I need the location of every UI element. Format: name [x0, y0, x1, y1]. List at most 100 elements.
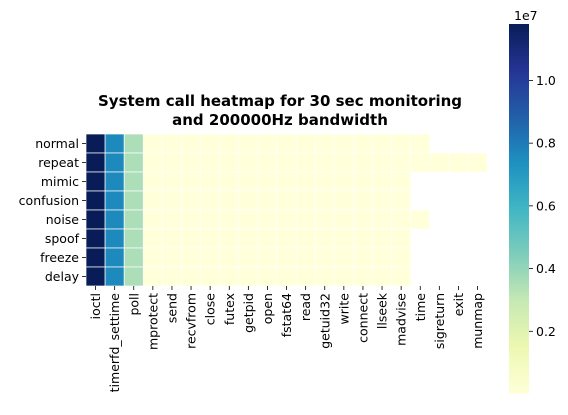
row-label-mimic: mimic — [41, 174, 79, 189]
heatmap-cell — [200, 190, 221, 211]
heatmap-cell — [219, 228, 240, 249]
heatmap-cell — [333, 247, 354, 268]
heatmap-cell — [104, 228, 125, 249]
heatmap-cell — [104, 247, 125, 268]
heatmap-cell — [353, 133, 373, 154]
heatmap-cell — [353, 171, 373, 192]
heatmap-cell — [295, 171, 316, 192]
heatmap-cell — [353, 152, 373, 173]
column-label-getuid32: getuid32 — [317, 293, 332, 349]
heatmap-cell — [85, 266, 106, 287]
heatmap-cell — [372, 228, 392, 249]
heatmap-cell — [467, 152, 488, 173]
column-label-connect: connect — [355, 293, 370, 343]
row-labels: normal repeat mimic confusion noise spoof free… — [19, 136, 86, 284]
heatmap-cell — [429, 152, 450, 173]
heatmap-cell — [142, 171, 163, 192]
heatmap-cell — [181, 209, 201, 230]
column-label-sigreturn: sigreturn — [432, 293, 447, 349]
heatmap-cell — [181, 152, 201, 173]
heatmap-cell — [276, 228, 297, 249]
heatmap-cell — [391, 171, 412, 192]
heatmap-cell — [238, 247, 259, 268]
heatmap-cell — [276, 190, 297, 211]
heatmap-cell — [372, 266, 392, 287]
row-label-noise: noise — [46, 212, 80, 227]
heatmap-cell — [353, 247, 373, 268]
heatmap-cell — [123, 209, 144, 230]
heatmap-cell — [104, 171, 125, 192]
heatmap-cell — [276, 247, 297, 268]
heatmap-cell — [257, 266, 278, 287]
heatmap-cell — [181, 266, 201, 287]
heatmap-cell — [238, 266, 259, 287]
heatmap-cell — [238, 171, 259, 192]
heatmap-cell — [333, 171, 354, 192]
heatmap-cell — [295, 209, 316, 230]
heatmap-cell — [123, 228, 144, 249]
heatmap-cell — [85, 152, 106, 173]
heatmap-cell — [162, 152, 182, 173]
heatmap-cell — [219, 247, 240, 268]
colorbar: 1e7 0.2 0.4 0.6 0.8 1.0 — [509, 8, 556, 394]
column-label-read: read — [298, 293, 313, 321]
heatmap-cell — [333, 152, 354, 173]
heatmap-cell — [123, 171, 144, 192]
heatmap-cell — [181, 133, 201, 154]
heatmap-cell — [142, 133, 163, 154]
heatmap-cell — [333, 209, 354, 230]
heatmap-cell — [142, 209, 163, 230]
heatmap-cell — [181, 190, 201, 211]
heatmap-cell — [257, 247, 278, 268]
heatmap-cell — [123, 152, 144, 173]
heatmap-cell — [219, 133, 240, 154]
heatmap-cell — [391, 133, 412, 154]
heatmap-cell — [314, 190, 335, 211]
heatmap-cell — [314, 266, 335, 287]
heatmap-cell — [200, 247, 221, 268]
heatmap-cell — [372, 190, 392, 211]
heatmap-cell — [314, 247, 335, 268]
heatmap-cell — [295, 228, 316, 249]
column-label-llseek: llseek — [375, 292, 390, 329]
heatmap-cell — [142, 228, 163, 249]
heatmap-cell — [314, 228, 335, 249]
heatmap-cell — [372, 171, 392, 192]
colorbar-scale-label: 1e7 — [514, 8, 538, 23]
heatmap-cell — [276, 133, 297, 154]
heatmap-cell — [142, 266, 163, 287]
heatmap-cell — [181, 228, 201, 249]
heatmap-cell — [142, 190, 163, 211]
heatmap-cell — [123, 190, 144, 211]
heatmap-cell — [162, 228, 182, 249]
heatmap-cell — [219, 209, 240, 230]
column-label-time: time — [413, 293, 428, 322]
colorbar-gradient — [509, 24, 529, 394]
heatmap-cell — [391, 152, 412, 173]
heatmap-cell — [162, 171, 182, 192]
heatmap-cell — [219, 171, 240, 192]
heatmap-cell — [353, 190, 373, 211]
heatmap-cell — [85, 228, 106, 249]
heatmap-cells — [85, 133, 488, 287]
column-label-futex: futex — [222, 293, 237, 325]
heatmap-cell — [85, 209, 106, 230]
heatmap-cell — [238, 133, 259, 154]
column-label-ioctl: ioctl — [88, 293, 103, 319]
heatmap-cell — [142, 152, 163, 173]
column-label-send: send — [164, 293, 179, 323]
heatmap-cell — [257, 171, 278, 192]
heatmap-cell — [391, 247, 412, 268]
heatmap-cell — [200, 152, 221, 173]
heatmap-cell — [410, 152, 431, 173]
heatmap-cell — [333, 190, 354, 211]
heatmap-cell — [276, 209, 297, 230]
column-label-recvfrom: recvfrom — [184, 293, 199, 349]
column-label-fstat64: fstat64 — [279, 293, 294, 337]
heatmap-cell — [314, 133, 335, 154]
heatmap-cell — [142, 247, 163, 268]
heatmap-cell — [238, 190, 259, 211]
heatmap-cell — [104, 190, 125, 211]
heatmap-cell — [276, 171, 297, 192]
heatmap-cell — [257, 209, 278, 230]
